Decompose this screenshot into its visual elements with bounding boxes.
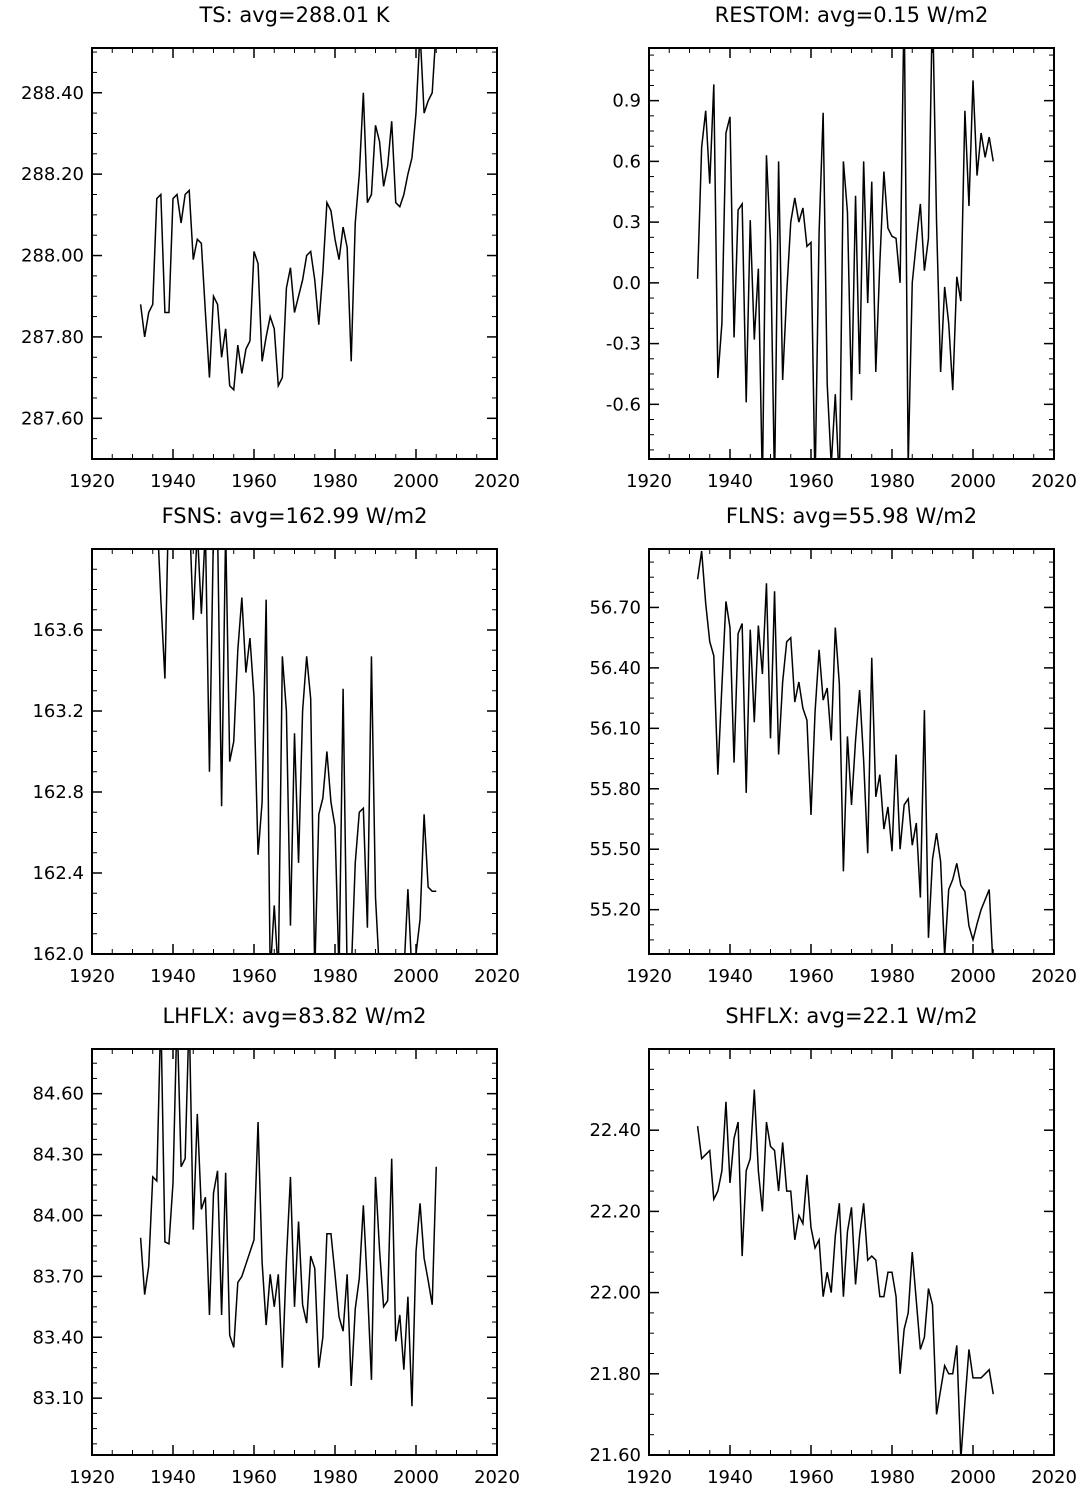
y-tick-label: 288.20 <box>21 164 84 185</box>
data-line <box>139 48 436 392</box>
panel-title: LHFLX: avg=83.82 W/m2 <box>162 1004 426 1028</box>
x-tick-label: 2020 <box>474 1467 520 1488</box>
x-tick-label: 1940 <box>150 966 196 987</box>
x-tick-label: 1960 <box>788 471 834 492</box>
x-tick-label: 2020 <box>474 966 520 987</box>
panel-title: RESTOM: avg=0.15 W/m2 <box>715 3 989 27</box>
x-tick-label: 2000 <box>393 966 439 987</box>
panel: TS: avg=288.01 K 1920 1940 1960 1980 2000 2020… <box>21 3 520 492</box>
y-tick-label: 162.0 <box>32 944 84 965</box>
y-tick-label: 83.40 <box>32 1327 84 1348</box>
x-tick-label: 1920 <box>626 1467 672 1488</box>
y-tick-label: 162.4 <box>32 863 84 884</box>
data-line <box>157 549 437 954</box>
data-line <box>139 1049 437 1407</box>
panel-title: SHFLX: avg=22.1 W/m2 <box>725 1004 977 1028</box>
panel: SHFLX: avg=22.1 W/m2 1920 1940 1960 1980 2000… <box>589 1004 1076 1488</box>
plot-frame <box>648 548 1055 955</box>
y-tick-label: 56.10 <box>589 718 641 739</box>
x-tick-label: 1940 <box>707 471 753 492</box>
x-tick-label: 1980 <box>312 471 358 492</box>
x-tick-label: 1960 <box>231 966 277 987</box>
x-tick-label: 2020 <box>1031 471 1077 492</box>
y-tick-label: 21.80 <box>589 1364 641 1385</box>
data-line <box>696 550 994 954</box>
plot-frame <box>91 548 498 955</box>
y-tick-label: 55.20 <box>589 900 641 921</box>
y-tick-label: 287.60 <box>21 408 84 429</box>
panel-title: FLNS: avg=55.98 W/m2 <box>726 504 977 528</box>
x-tick-label: 1920 <box>69 1467 115 1488</box>
panel: FSNS: avg=162.99 W/m2 1920 1940 1960 1980 200… <box>32 504 520 987</box>
x-tick-label: 1980 <box>869 966 915 987</box>
x-tick-label: 1980 <box>312 966 358 987</box>
x-tick-label: 1980 <box>312 1467 358 1488</box>
y-tick-label: -0.3 <box>606 334 641 355</box>
x-tick-label: 1920 <box>626 471 672 492</box>
panel: RESTOM: avg=0.15 W/m2 1920 1940 1960 1980 200… <box>606 3 1077 492</box>
x-tick-label: 2000 <box>393 471 439 492</box>
plot-frame <box>648 1048 1055 1456</box>
y-tick-label: 162.8 <box>32 782 84 803</box>
y-tick-label: 84.00 <box>32 1205 84 1226</box>
y-tick-label: -0.6 <box>606 394 641 415</box>
y-tick-label: 84.60 <box>32 1084 84 1105</box>
x-tick-label: 1960 <box>231 1467 277 1488</box>
x-tick-label: 2000 <box>393 1467 439 1488</box>
y-tick-label: 0.0 <box>612 273 641 294</box>
x-tick-label: 1980 <box>869 471 915 492</box>
panel: LHFLX: avg=83.82 W/m2 1920 1940 1960 1980 200… <box>32 1004 519 1488</box>
x-tick-label: 2020 <box>1031 966 1077 987</box>
x-tick-label: 1940 <box>150 1467 196 1488</box>
y-tick-label: 55.80 <box>589 779 641 800</box>
y-tick-label: 163.6 <box>32 620 84 641</box>
panel-title: FSNS: avg=162.99 W/m2 <box>162 504 428 528</box>
x-tick-label: 2000 <box>950 966 996 987</box>
y-tick-label: 83.10 <box>32 1388 84 1409</box>
y-tick-label: 22.00 <box>589 1283 641 1304</box>
y-tick-label: 55.50 <box>589 839 641 860</box>
data-line <box>696 1089 994 1455</box>
panel-title: TS: avg=288.01 K <box>198 3 390 27</box>
x-tick-label: 2020 <box>474 471 520 492</box>
y-tick-label: 0.3 <box>612 212 641 233</box>
x-tick-label: 2020 <box>1031 1467 1077 1488</box>
y-tick-label: 288.40 <box>21 83 84 104</box>
x-tick-label: 1940 <box>150 471 196 492</box>
x-tick-label: 2000 <box>950 471 996 492</box>
x-tick-label: 1960 <box>788 1467 834 1488</box>
plot-frame <box>91 1048 498 1456</box>
y-tick-label: 0.6 <box>612 151 641 172</box>
x-tick-label: 1940 <box>707 1467 753 1488</box>
plot-frame <box>91 47 498 460</box>
x-tick-label: 1920 <box>69 966 115 987</box>
y-tick-label: 56.40 <box>589 658 641 679</box>
x-tick-label: 1940 <box>707 966 753 987</box>
y-tick-label: 56.70 <box>589 597 641 618</box>
data-line <box>696 48 994 459</box>
y-tick-label: 287.80 <box>21 327 84 348</box>
y-tick-label: 163.2 <box>32 701 84 722</box>
y-tick-label: 83.70 <box>32 1266 84 1287</box>
x-tick-label: 2000 <box>950 1467 996 1488</box>
y-tick-label: 288.00 <box>21 246 84 267</box>
panel: FLNS: avg=55.98 W/m2 1920 1940 1960 1980 2000… <box>589 504 1076 987</box>
y-tick-label: 22.40 <box>589 1120 641 1141</box>
y-tick-label: 22.20 <box>589 1201 641 1222</box>
x-tick-label: 1960 <box>788 966 834 987</box>
x-tick-label: 1920 <box>69 471 115 492</box>
y-tick-label: 21.60 <box>589 1445 641 1466</box>
plot-frame <box>648 47 1055 460</box>
y-tick-label: 0.9 <box>612 91 641 112</box>
x-tick-label: 1980 <box>869 1467 915 1488</box>
x-tick-label: 1920 <box>626 966 672 987</box>
y-tick-label: 84.30 <box>32 1145 84 1166</box>
x-tick-label: 1960 <box>231 471 277 492</box>
